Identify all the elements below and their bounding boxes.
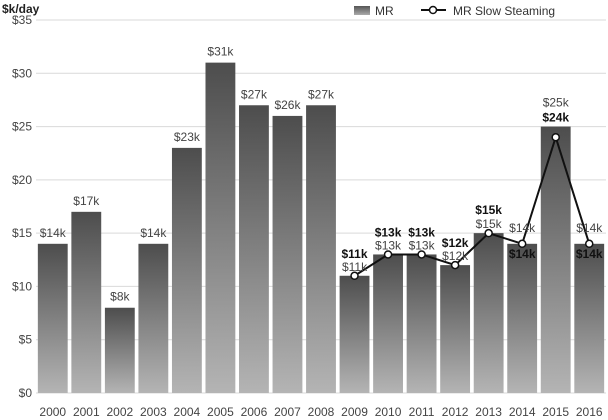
bar-value-label: $14k (576, 221, 603, 235)
slow-steaming-point-2012 (450, 260, 460, 270)
bar-2004 (171, 147, 202, 393)
bar-value-label: $11k (342, 260, 368, 274)
bar-value-label: $12k (442, 249, 469, 263)
slow-steaming-value-label: $13k (408, 225, 435, 239)
y-tick-label: $5 (19, 333, 33, 347)
x-tick-label: 2003 (140, 405, 167, 419)
bar-value-label: $23k (174, 130, 201, 144)
bars (37, 62, 605, 394)
slow-steaming-polyline (353, 133, 591, 277)
x-tick-label: 2013 (475, 405, 502, 419)
bar-value-label: $27k (308, 87, 335, 101)
y-tick-label: $15 (12, 226, 32, 240)
bar-value-label: $14k (40, 226, 67, 240)
slow-steaming-point-2010 (383, 250, 393, 259)
slow-steaming-point-2014 (517, 239, 527, 249)
slow-steaming-point-2015 (551, 132, 560, 142)
x-tick-label: 2000 (39, 405, 66, 419)
bar-2014 (507, 243, 538, 393)
legend-swatch-marker (428, 5, 438, 15)
bar-value-label: $17k (73, 194, 100, 208)
slow-steaming-line (350, 132, 594, 281)
x-axis-ticks: 2000 2001 2002 2003 2004 2005 2006 2007 2008 2009… (39, 405, 602, 419)
y-tick-label: $20 (12, 173, 32, 187)
bar-2000 (37, 243, 68, 393)
data-labels: $14k$17k$8k$14k$23k$31k$27k$26k$27k$11k$… (40, 45, 603, 304)
x-tick-label: 2004 (174, 405, 201, 419)
x-tick-label: 2005 (207, 405, 234, 419)
y-tick-label: $30 (12, 66, 32, 80)
y-tick-label: $0 (19, 386, 33, 400)
bar-2016 (574, 243, 605, 393)
bar-2011 (406, 254, 437, 393)
x-tick-label: 2007 (274, 405, 301, 419)
slow-steaming-point-2013 (484, 228, 493, 238)
legend-swatch-mr (354, 6, 370, 15)
y-tick-label: $25 (12, 120, 32, 134)
bar-value-label: $31k (207, 45, 234, 59)
y-tick-label: $10 (12, 279, 32, 293)
slow-steaming-value-label: $13k (375, 225, 402, 239)
x-tick-label: 2012 (442, 405, 469, 419)
y-tick-label: $35 (12, 13, 32, 27)
legend-label-mr: MR (375, 4, 394, 18)
x-tick-label: 2014 (509, 405, 536, 419)
bar-2013 (473, 233, 504, 393)
slow-steaming-point-2011 (417, 250, 426, 259)
x-tick-label: 2008 (308, 405, 335, 419)
bar-2005 (205, 62, 236, 393)
bar-2012 (440, 265, 471, 393)
slow-steaming-value-label: $12k (442, 236, 469, 250)
slow-steaming-point-2016 (584, 239, 594, 249)
x-tick-label: 2015 (542, 405, 569, 419)
legend: MR MR Slow Steaming (354, 4, 555, 18)
slow-steaming-point-2009 (350, 271, 359, 281)
slow-steaming-value-label: $14k (576, 247, 603, 261)
bar-2009 (339, 275, 370, 393)
bar-2001 (71, 211, 102, 393)
bar-value-label: $15k (476, 217, 503, 231)
bar-2010 (373, 254, 403, 393)
bar-value-label: $13k (375, 238, 402, 252)
slow-steaming-value-label: $11k (342, 247, 368, 261)
y-axis-ticks: $0 $5 $10 $15 $20 $25 $30 $35 (12, 13, 32, 400)
slow-steaming-value-label: $24k (542, 111, 569, 125)
x-tick-label: 2006 (241, 405, 268, 419)
bar-2002 (104, 307, 135, 393)
bar-2015 (540, 126, 571, 394)
bar-value-label: $26k (274, 98, 301, 112)
y-axis-label: $k/day (2, 2, 40, 16)
slow-steaming-value-label: $14k (509, 247, 536, 261)
bar-2007 (272, 115, 303, 394)
legend-label-slow-steaming: MR Slow Steaming (453, 4, 555, 18)
slow-steaming-value-label: $15k (475, 203, 502, 217)
bar-value-label: $8k (110, 290, 130, 304)
bar-value-label: $13k (409, 238, 436, 252)
bar-value-label: $14k (140, 226, 167, 240)
bar-2003 (138, 243, 169, 393)
x-tick-label: 2002 (106, 405, 133, 419)
x-tick-label: 2010 (375, 405, 402, 419)
bar-2008 (306, 105, 336, 393)
x-tick-label: 2016 (576, 405, 603, 419)
bar-value-label: $25k (543, 96, 570, 110)
x-tick-label: 2001 (73, 405, 100, 419)
bar-value-label: $27k (241, 87, 268, 101)
bar-2006 (239, 105, 269, 393)
x-tick-label: 2009 (341, 405, 368, 419)
x-tick-label: 2011 (409, 405, 435, 419)
bar-value-label: $14k (509, 221, 536, 235)
